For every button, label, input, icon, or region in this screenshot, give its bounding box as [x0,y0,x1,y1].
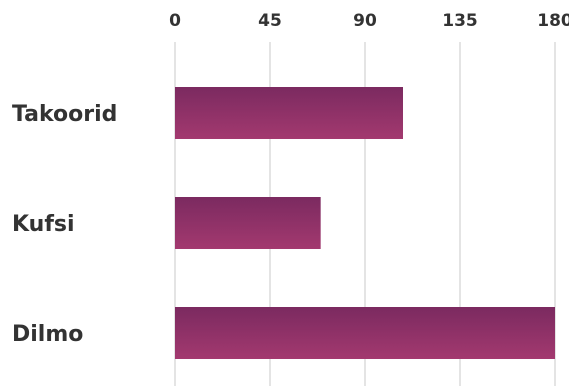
x-tick-label-2: 90 [353,11,377,31]
category-labels: Takoorid Kufsi Dilmo [12,102,117,347]
category-label-dilmo: Dilmo [12,322,83,347]
bars [175,87,555,359]
bar-kufsi [175,197,321,249]
x-tick-label-1: 45 [258,11,282,31]
x-tick-label-3: 135 [442,11,478,31]
x-tick-label-0: 0 [169,11,181,31]
category-label-takoorid: Takoorid [12,102,117,127]
x-tick-label-4: 180 [537,11,569,31]
category-label-kufsi: Kufsi [12,212,75,237]
bar-takoorid [175,87,403,139]
bar-dilmo [175,307,555,359]
x-axis-ticks: 0 45 90 135 180 [169,11,569,31]
